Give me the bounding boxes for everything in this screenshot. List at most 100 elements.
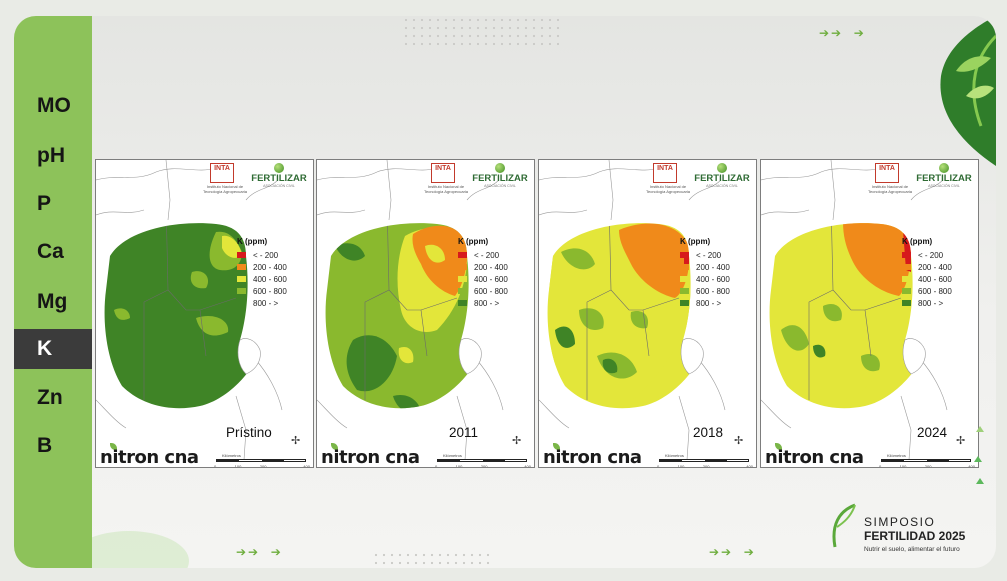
legend-entry: < - 200 <box>458 249 508 261</box>
province-border <box>420 309 428 357</box>
sidebar-item-mg[interactable]: Mg <box>14 282 92 322</box>
inta-logo: INTA <box>875 163 899 183</box>
river-plate-estuary <box>458 338 482 375</box>
legend-label: < - 200 <box>253 250 279 260</box>
legend-label: 600 - 800 <box>474 286 508 296</box>
compass-icon: ✢ <box>512 435 522 447</box>
river-plate-estuary <box>237 338 261 375</box>
legend-swatch <box>680 300 689 306</box>
province-border <box>476 359 504 411</box>
scale-tick: 100 <box>899 464 907 468</box>
scale-bar <box>659 459 749 462</box>
province-border <box>466 179 500 201</box>
province-border <box>199 309 207 357</box>
legend-entry: 400 - 600 <box>237 273 287 285</box>
symposium-tagline: Nutrir el suelo, alimentar el futuro <box>864 546 960 553</box>
sidebar-item-label: K <box>37 337 53 360</box>
map-legend: K (ppm) < - 200 200 - 400 400 - 600 <box>458 237 508 309</box>
legend-swatch <box>902 252 911 258</box>
province-border <box>830 223 902 311</box>
map-year-label: 2018 <box>693 425 724 440</box>
scale-label: Kilómetros <box>887 453 906 458</box>
nitron-leaf-icon <box>110 443 117 450</box>
province-border <box>910 179 944 201</box>
sidebar-item-b[interactable]: B <box>14 426 92 466</box>
legend-label: 200 - 400 <box>696 262 730 272</box>
inta-caption: Instituto Nacional de Tecnología Agropec… <box>867 184 913 194</box>
legend-entry: 200 - 400 <box>902 261 952 273</box>
legend-entry: 200 - 400 <box>680 261 730 273</box>
potassium-zone <box>393 395 421 409</box>
potassium-zone <box>114 308 130 320</box>
legend-label: 600 - 800 <box>696 286 730 296</box>
province-border <box>608 223 680 311</box>
leaf-decoration-icon <box>940 16 996 166</box>
scale-label: Kilómetros <box>443 453 462 458</box>
fertilizar-name: FERTILIZAR <box>694 173 750 184</box>
fertilizar-logo: FERTILIZAR ASOCIACIÓN CIVIL <box>691 163 753 188</box>
river-plate-estuary <box>902 338 926 375</box>
compass-icon: ✢ <box>291 435 301 447</box>
potassium-zone <box>579 308 604 330</box>
map-legend: K (ppm) < - 200 200 - 400 400 - 600 <box>680 237 730 309</box>
legend-swatch <box>458 252 467 258</box>
sidebar-item-k[interactable]: K <box>14 329 92 369</box>
sidebar-item-ca[interactable]: Ca <box>14 232 92 272</box>
legend-entry: 400 - 600 <box>680 273 730 285</box>
legend-label: 600 - 800 <box>918 286 952 296</box>
province-border <box>830 160 836 221</box>
potassium-map <box>761 160 948 461</box>
map-year-label: Prístino <box>226 425 272 440</box>
legend-label: 200 - 400 <box>253 262 287 272</box>
nutrient-sidebar: MO pH P Ca Mg K Zn B <box>14 16 92 568</box>
sidebar-item-label: pH <box>37 144 65 167</box>
scale-label: Kilómetros <box>665 453 684 458</box>
scale-ticks: 0 100 200 400 <box>214 464 310 468</box>
nitron-leaf-icon <box>553 443 560 450</box>
legend-label: 800 - > <box>696 298 722 308</box>
legend-swatch <box>237 252 246 258</box>
legend-swatch <box>902 264 911 270</box>
province-border <box>235 395 247 461</box>
legend-entry: 600 - 800 <box>680 285 730 297</box>
potassium-map <box>317 160 504 461</box>
map-panel: INTA Instituto Nacional de Tecnología Ag… <box>95 159 314 468</box>
map-panel: INTA Instituto Nacional de Tecnología Ag… <box>316 159 535 468</box>
province-border <box>642 309 650 357</box>
fertilizar-name: FERTILIZAR <box>251 173 307 184</box>
province-border <box>96 167 217 181</box>
scale-tick: 200 <box>480 464 488 468</box>
legend-swatch <box>902 300 911 306</box>
legend-entry: < - 200 <box>680 249 730 261</box>
sidebar-item-p[interactable]: P <box>14 184 92 224</box>
scale-tick: 0 <box>435 464 438 468</box>
scale-tick: 200 <box>259 464 267 468</box>
inta-caption: Instituto Nacional de Tecnología Agropec… <box>423 184 469 194</box>
fertilizar-globe-icon <box>939 163 949 173</box>
inta-logo: INTA <box>653 163 677 183</box>
sidebar-item-label: MO <box>37 94 71 117</box>
scale-tick: 400 <box>746 464 753 468</box>
province-border <box>386 160 392 221</box>
sidebar-item-mo[interactable]: MO <box>14 86 92 126</box>
province-border <box>96 399 127 429</box>
legend-swatch <box>458 300 467 306</box>
nitron-logo: nitron cna <box>543 447 642 468</box>
river-plate-estuary <box>680 338 704 375</box>
legend-swatch <box>458 264 467 270</box>
sidebar-item-zn[interactable]: Zn <box>14 378 92 418</box>
scale-tick: 200 <box>702 464 710 468</box>
province-border <box>317 209 366 216</box>
sidebar-item-ph[interactable]: pH <box>14 136 92 176</box>
potassium-zone <box>346 335 397 392</box>
scale-tick: 400 <box>968 464 975 468</box>
fertilizar-subtitle: ASOCIACIÓN CIVIL <box>484 184 516 188</box>
fertilizar-logo: FERTILIZAR ASOCIACIÓN CIVIL <box>248 163 310 188</box>
potassium-zone <box>335 243 365 261</box>
fertilizar-globe-icon <box>717 163 727 173</box>
legend-title: K (ppm) <box>680 237 711 246</box>
province-border <box>920 359 948 411</box>
map-legend: K (ppm) < - 200 200 - 400 400 - 600 <box>902 237 952 309</box>
scale-tick: 100 <box>234 464 242 468</box>
sidebar-item-label: Zn <box>37 386 63 409</box>
